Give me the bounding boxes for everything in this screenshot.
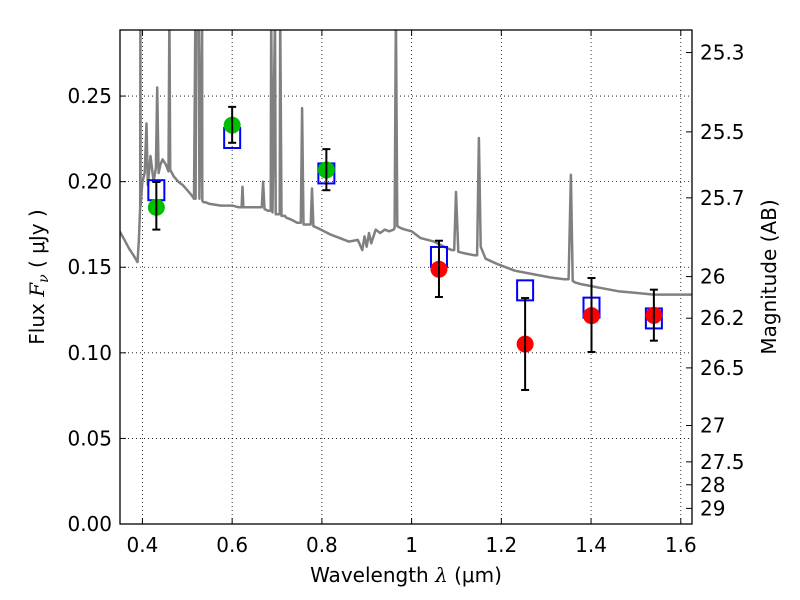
x-tick-label: 1.2 — [485, 533, 517, 557]
grid-lines — [120, 30, 692, 524]
spectrum-line — [120, 30, 692, 296]
y-axis-label: Flux Fν ( μJy ) — [25, 209, 52, 344]
x-tick-labels: 0.4 0.6 0.8 1 1.2 1.4 1.6 — [127, 533, 697, 557]
y2-tick-label: 29 — [700, 496, 725, 520]
y2-tick-label: 25.5 — [700, 120, 745, 144]
y-tick-label: 0.15 — [67, 255, 112, 279]
x-tick-label: 1.6 — [665, 533, 697, 557]
y2-tick-label: 25.7 — [700, 186, 745, 210]
y-tick-label: 0.00 — [67, 512, 112, 536]
y2-tick-label: 26.2 — [700, 306, 745, 330]
plot-area — [120, 30, 692, 524]
x-tick-label: 1 — [405, 533, 418, 557]
axis-ticks — [120, 30, 692, 525]
y2-tick-label: 27.5 — [700, 450, 745, 474]
y-tick-label: 0.05 — [67, 426, 112, 450]
y-tick-label: 0.10 — [67, 341, 112, 365]
y2-tick-label: 25.3 — [700, 41, 745, 65]
y2-tick-label: 27 — [700, 414, 725, 438]
points-layer — [147, 105, 663, 391]
y2-tick-label: 28 — [700, 473, 725, 497]
y-tick-labels: 0.00 0.05 0.10 0.15 0.20 0.25 — [67, 84, 112, 536]
x-tick-label: 0.4 — [127, 533, 159, 557]
spectrum-layer — [120, 30, 692, 296]
y2-tick-label: 26 — [700, 265, 725, 289]
x-tick-label: 1.4 — [575, 533, 607, 557]
y-tick-label: 0.20 — [67, 170, 112, 194]
x-axis-label: Wavelength λ (μm) — [310, 563, 502, 587]
y-tick-label: 0.25 — [67, 84, 112, 108]
y2-axis-label: Magnitude (AB) — [757, 199, 781, 354]
y2-tick-label: 26.5 — [700, 356, 745, 380]
x-tick-label: 0.6 — [216, 533, 248, 557]
x-tick-label: 0.8 — [306, 533, 338, 557]
